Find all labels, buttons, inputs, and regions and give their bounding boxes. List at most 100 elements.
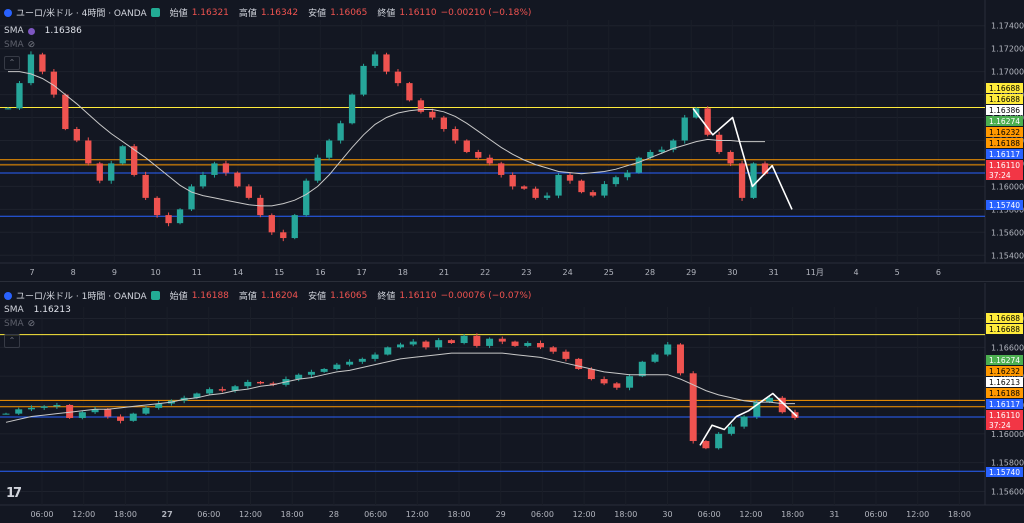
- candle-body: [740, 416, 748, 427]
- price-badge-label: 1.16274: [989, 356, 1020, 365]
- candle-body: [738, 163, 746, 198]
- candle-body: [447, 340, 455, 344]
- hidden-indicator-1h[interactable]: SMA ⊘: [4, 319, 35, 329]
- price-badge: [986, 149, 1023, 159]
- projection-drawing: [699, 392, 798, 446]
- candle-body: [91, 409, 99, 413]
- x-tick-label: 21: [439, 268, 449, 277]
- x-tick-label: 06:00: [197, 510, 220, 519]
- price-badge-label: 37:24: [989, 171, 1011, 180]
- close-value: 1.16110: [399, 290, 437, 301]
- symbol-title[interactable]: ユーロ/米ドル · 1時間 · OANDA: [16, 292, 147, 302]
- x-tick-label: 5: [895, 268, 900, 277]
- candle-body: [498, 163, 505, 175]
- candle-body: [303, 180, 310, 216]
- candle-body: [460, 335, 468, 344]
- x-tick-label: 18: [398, 268, 408, 277]
- price-badge-label: 1.16117: [989, 400, 1020, 409]
- x-tick-label: 12:00: [239, 510, 262, 519]
- price-badge-label: 1.16688: [989, 325, 1020, 334]
- candle-body: [337, 123, 344, 141]
- sma-settings-icon[interactable]: [27, 27, 35, 35]
- sma-legend-1h[interactable]: SMA 1.16213: [4, 305, 71, 315]
- price-badge: [986, 324, 1023, 334]
- candle-body: [417, 100, 425, 112]
- x-tick-label: 28: [645, 268, 655, 277]
- candle-body: [613, 383, 621, 388]
- candle-body: [753, 402, 761, 417]
- candle-body: [766, 397, 774, 403]
- y-tick-label: 1.17400: [991, 22, 1024, 31]
- price-badge-label: 1.16213: [989, 378, 1020, 387]
- candle-body: [40, 406, 48, 408]
- candle-body: [651, 354, 659, 362]
- x-tick-label: 11: [192, 268, 202, 277]
- candle-body: [638, 361, 646, 377]
- x-tick-label: 06:00: [30, 510, 53, 519]
- candle-body: [635, 157, 642, 173]
- price-badge: [986, 160, 1023, 170]
- candle-body: [27, 407, 35, 410]
- x-tick-label: 18:00: [447, 510, 470, 519]
- candle-body: [268, 215, 275, 233]
- candle-body: [435, 340, 443, 348]
- candle-body: [409, 341, 417, 345]
- candle-body: [199, 174, 207, 187]
- high-label: 高値: [238, 292, 257, 302]
- candle-body: [371, 54, 379, 66]
- hidden-indicator-4h[interactable]: SMA ⊘: [4, 40, 35, 50]
- open-value: 1.16188: [191, 290, 229, 301]
- low-label: 安値: [308, 9, 327, 19]
- price-badge-label: 1.15740: [989, 468, 1020, 477]
- candle-body: [704, 108, 711, 135]
- x-tick-label: 06:00: [531, 510, 554, 519]
- candle-body: [406, 83, 413, 101]
- collapse-legend-icon[interactable]: ⌃: [4, 56, 20, 70]
- candle-body: [509, 174, 516, 187]
- chart-1h-svg[interactable]: 1.168001.166001.164001.162001.160001.158…: [0, 283, 1024, 523]
- candle-body: [307, 371, 315, 375]
- price-badge-label: 1.16110: [989, 411, 1020, 420]
- price-badge-label: 1.16688: [989, 314, 1020, 323]
- candle-body: [394, 71, 402, 84]
- market-open-icon: [150, 8, 160, 17]
- candle-body: [429, 111, 436, 118]
- change-value: −0.00076 (−0.07%): [440, 290, 532, 301]
- y-tick-label: 1.15800: [991, 459, 1024, 468]
- y-tick-label: 1.16000: [991, 182, 1024, 191]
- candle-body: [244, 381, 252, 387]
- x-tick-label: 16: [315, 268, 325, 277]
- sma-legend-4h[interactable]: SMA 1.16386: [4, 26, 82, 36]
- candle-body: [155, 403, 163, 408]
- chart-4h-svg[interactable]: 1.174001.172001.170001.168001.166001.164…: [0, 0, 1024, 281]
- candle-body: [346, 361, 354, 365]
- candle-body: [422, 341, 430, 348]
- x-tick-label: 14: [233, 268, 243, 277]
- candle-body: [543, 195, 551, 198]
- eye-off-icon[interactable]: ⊘: [27, 40, 36, 50]
- price-badge-label: 1.16232: [989, 128, 1020, 137]
- close-label: 終値: [377, 292, 396, 302]
- eye-off-icon[interactable]: ⊘: [27, 319, 36, 329]
- x-tick-label: 18:00: [781, 510, 804, 519]
- candle-body: [452, 129, 459, 141]
- candle-body: [234, 172, 241, 187]
- low-label: 安値: [308, 292, 327, 302]
- x-tick-label: 31: [829, 510, 839, 519]
- candle-body: [589, 192, 597, 196]
- chart-pane-4h[interactable]: 1.174001.172001.170001.168001.166001.164…: [0, 0, 1024, 282]
- candle-body: [50, 71, 58, 95]
- candle-body: [117, 416, 125, 421]
- candle-body: [520, 186, 528, 189]
- candle-body: [27, 54, 35, 84]
- collapse-legend-icon[interactable]: ⌃: [4, 334, 20, 348]
- x-tick-label: 29: [496, 510, 506, 519]
- symbol-title[interactable]: ユーロ/米ドル · 4時間 · OANDA: [16, 9, 147, 19]
- market-open-icon: [150, 291, 160, 300]
- chart-pane-1h[interactable]: 1.168001.166001.164001.162001.160001.158…: [0, 283, 1024, 523]
- y-tick-label: 1.17000: [991, 68, 1024, 77]
- price-badge-label: 37:24: [989, 421, 1011, 430]
- sma-value: 1.16213: [33, 305, 71, 315]
- close-value: 1.16110: [399, 7, 437, 18]
- sma-line: [8, 71, 765, 207]
